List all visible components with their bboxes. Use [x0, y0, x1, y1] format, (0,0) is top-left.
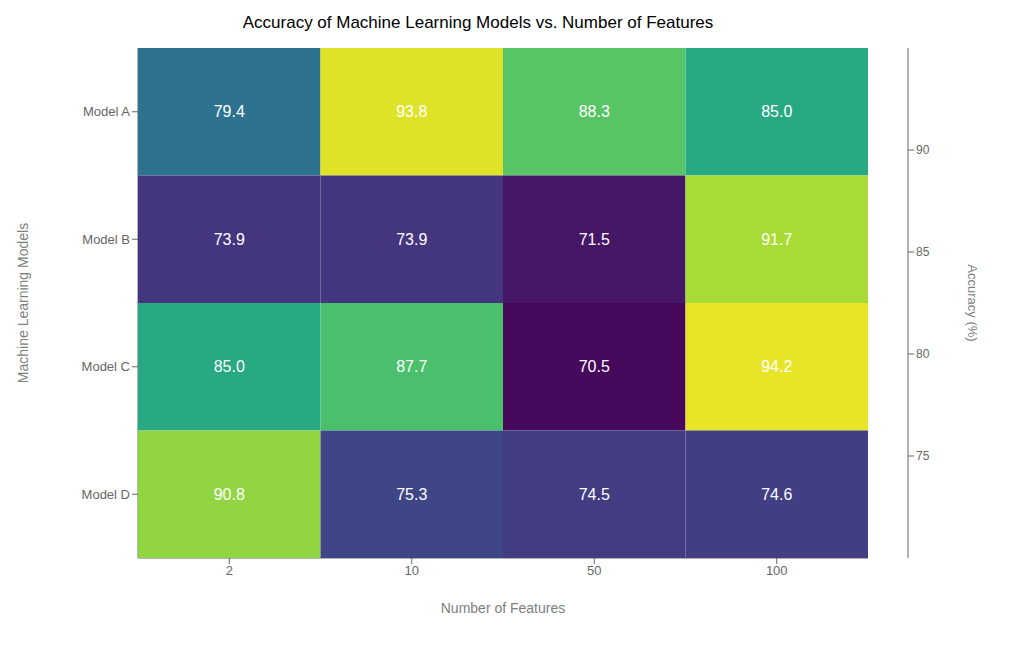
svg-text:93.8: 93.8: [396, 103, 427, 120]
svg-text:94.2: 94.2: [761, 358, 792, 375]
svg-text:10: 10: [405, 563, 419, 578]
svg-text:75.3: 75.3: [396, 486, 427, 503]
svg-text:100: 100: [766, 563, 788, 578]
svg-text:Model D: Model D: [82, 487, 130, 502]
html-text:Accuracy of Machine Learning M: Accuracy of Machine Learning Models vs. …: [242, 13, 714, 32]
svg-text:85.0: 85.0: [761, 103, 792, 120]
svg-text:Model B: Model B: [82, 232, 130, 247]
svg-text:90: 90: [916, 143, 930, 157]
svg-text:Accuracy (%): Accuracy (%): [965, 264, 980, 341]
svg-text:74.5: 74.5: [579, 486, 610, 503]
svg-text:85.0: 85.0: [214, 358, 245, 375]
svg-text:73.9: 73.9: [396, 231, 427, 248]
svg-text:Number of Features: Number of Features: [441, 600, 566, 616]
svg-text:91.7: 91.7: [761, 231, 792, 248]
svg-text:71.5: 71.5: [579, 231, 610, 248]
svg-text:Machine Learning Models: Machine Learning Models: [15, 223, 31, 383]
svg-text:73.9: 73.9: [214, 231, 245, 248]
svg-text:2: 2: [226, 563, 233, 578]
svg-text:70.5: 70.5: [579, 358, 610, 375]
svg-text:Model A: Model A: [83, 104, 130, 119]
svg-text:80: 80: [916, 347, 930, 361]
svg-text:90.8: 90.8: [214, 486, 245, 503]
svg-text:85: 85: [916, 245, 930, 259]
svg-text:Model C: Model C: [82, 359, 130, 374]
svg-text:50: 50: [587, 563, 601, 578]
svg-text:87.7: 87.7: [396, 358, 427, 375]
svg-text:88.3: 88.3: [579, 103, 610, 120]
svg-text:75: 75: [916, 449, 930, 463]
svg-text:74.6: 74.6: [761, 486, 792, 503]
svg-text:79.4: 79.4: [214, 103, 245, 120]
